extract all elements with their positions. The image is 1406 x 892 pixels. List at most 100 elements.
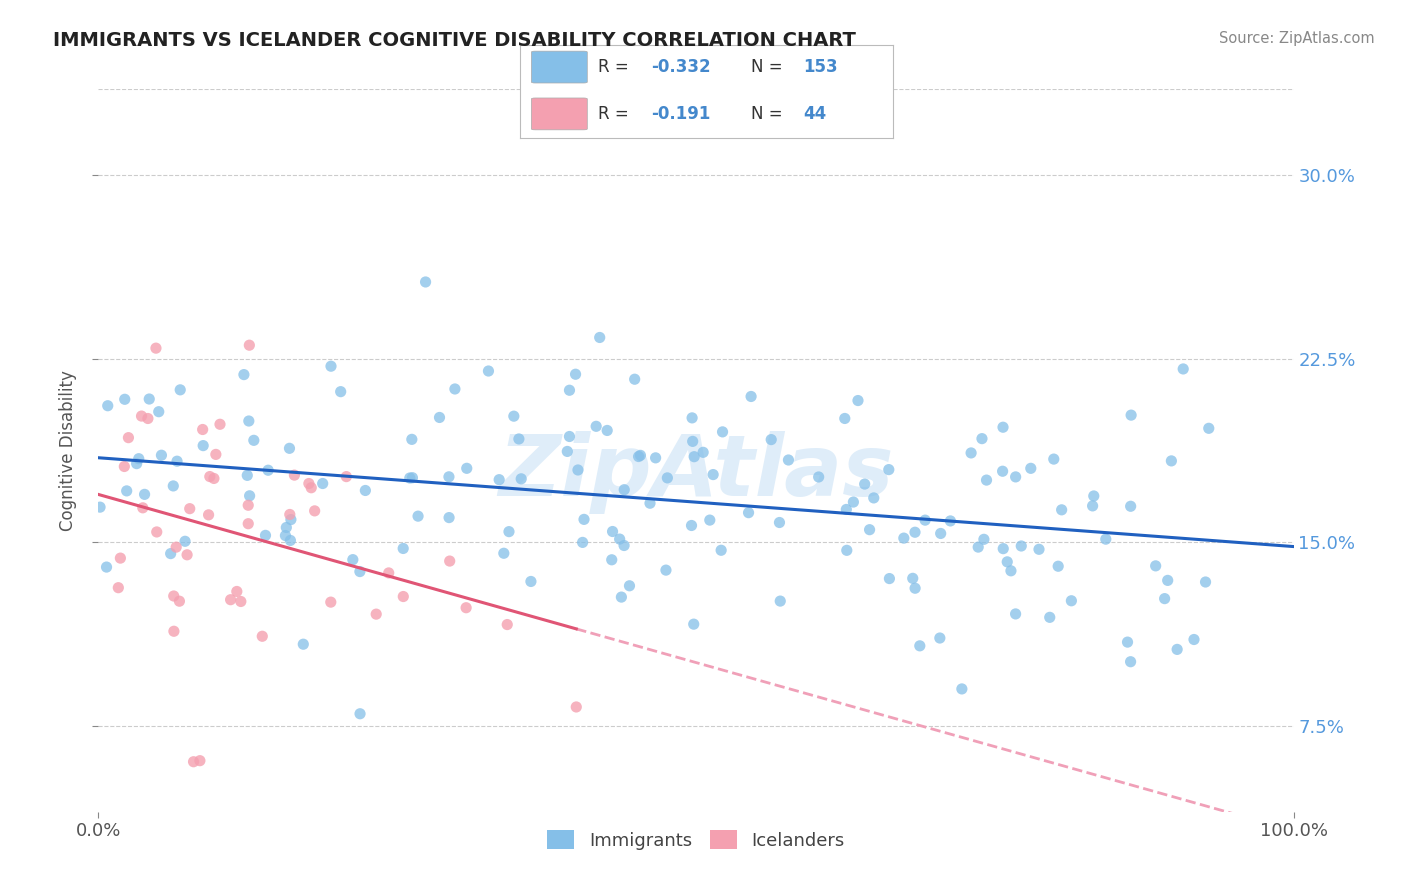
Point	[298, 476, 321, 491]
Point	[117, 431, 139, 445]
Point	[165, 540, 187, 554]
Point	[929, 526, 952, 541]
Point	[169, 594, 191, 608]
Point	[702, 467, 724, 482]
Point	[1039, 610, 1062, 624]
Point	[492, 546, 515, 560]
Point	[392, 590, 415, 604]
Point	[439, 554, 461, 568]
Point	[205, 447, 228, 461]
Point	[630, 448, 652, 462]
Point	[377, 566, 399, 580]
Point	[257, 463, 280, 477]
Point	[991, 420, 1014, 434]
Point	[901, 571, 924, 585]
Point	[150, 448, 173, 462]
Point	[565, 700, 588, 714]
Point	[567, 463, 589, 477]
Point	[619, 579, 641, 593]
FancyBboxPatch shape	[531, 51, 588, 83]
Point	[638, 496, 661, 510]
Point	[304, 504, 326, 518]
Point	[319, 359, 342, 374]
Point	[973, 533, 995, 547]
Point	[510, 472, 533, 486]
Point	[97, 399, 120, 413]
Point	[960, 446, 983, 460]
Point	[114, 392, 136, 407]
Point	[319, 595, 342, 609]
Point	[939, 514, 962, 528]
Text: N =: N =	[751, 58, 789, 76]
Point	[555, 444, 578, 458]
Point	[657, 471, 679, 485]
Point	[613, 483, 636, 497]
Point	[183, 755, 205, 769]
Point	[132, 500, 155, 515]
Point	[1153, 591, 1175, 606]
Point	[498, 524, 520, 539]
Point	[914, 513, 936, 527]
Point	[862, 491, 884, 505]
Point	[110, 551, 132, 566]
Point	[761, 433, 783, 447]
Y-axis label: Cognitive Disability: Cognitive Disability	[59, 370, 77, 531]
Point	[444, 382, 467, 396]
Point	[437, 470, 460, 484]
Point	[682, 434, 704, 449]
Point	[613, 539, 636, 553]
Point	[644, 450, 666, 465]
Point	[950, 681, 973, 696]
Point	[243, 434, 266, 448]
Point	[967, 540, 990, 554]
Point	[349, 565, 371, 579]
Point	[335, 469, 357, 483]
Point	[202, 471, 225, 485]
Point	[278, 508, 301, 522]
Point	[1173, 362, 1195, 376]
Point	[125, 457, 148, 471]
Point	[232, 368, 254, 382]
Point	[610, 590, 633, 604]
Point	[1042, 452, 1064, 467]
Point	[558, 383, 581, 397]
Point	[807, 470, 830, 484]
Point	[502, 409, 524, 424]
Point	[879, 572, 901, 586]
Point	[970, 432, 993, 446]
Legend: Immigrants, Icelanders: Immigrants, Icelanders	[540, 823, 852, 857]
Point	[904, 581, 927, 595]
Point	[254, 528, 277, 542]
Point	[112, 459, 135, 474]
Point	[692, 445, 714, 459]
Point	[163, 589, 186, 603]
Text: -0.332: -0.332	[651, 58, 710, 76]
Point	[842, 495, 865, 509]
Point	[1094, 532, 1116, 546]
Point	[602, 524, 624, 539]
Point	[655, 563, 678, 577]
Point	[429, 410, 451, 425]
Point	[835, 502, 858, 516]
Point	[835, 543, 858, 558]
Point	[138, 392, 160, 406]
Point	[191, 423, 214, 437]
Point	[456, 461, 478, 475]
Point	[778, 453, 800, 467]
Point	[131, 409, 153, 423]
Point	[401, 471, 423, 485]
Point	[398, 471, 420, 485]
Point	[991, 464, 1014, 478]
Point	[349, 706, 371, 721]
Point	[159, 547, 181, 561]
Point	[737, 506, 759, 520]
Point	[342, 552, 364, 566]
Point	[1160, 454, 1182, 468]
Point	[115, 483, 138, 498]
Point	[329, 384, 352, 399]
Point	[136, 411, 159, 425]
Point	[572, 512, 595, 526]
Point	[148, 405, 170, 419]
Point	[904, 525, 927, 540]
Point	[145, 341, 167, 355]
